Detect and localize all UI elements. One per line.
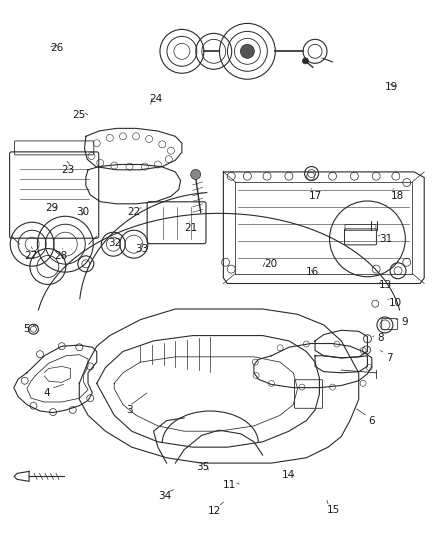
Text: 31: 31	[379, 234, 392, 244]
Text: 5: 5	[24, 324, 30, 334]
Text: 19: 19	[385, 82, 398, 92]
Text: 12: 12	[208, 506, 221, 516]
Text: 24: 24	[149, 94, 162, 104]
Text: 32: 32	[109, 238, 122, 248]
Text: 33: 33	[134, 245, 148, 254]
Text: 26: 26	[50, 43, 63, 53]
Text: 21: 21	[184, 223, 197, 233]
Text: 13: 13	[379, 280, 392, 290]
Text: 22: 22	[127, 207, 141, 217]
Text: 16: 16	[306, 267, 319, 277]
Circle shape	[191, 169, 201, 180]
Text: 14: 14	[282, 470, 296, 480]
Text: 20: 20	[264, 259, 277, 269]
Text: 17: 17	[308, 191, 321, 201]
Circle shape	[240, 44, 254, 58]
Text: 23: 23	[62, 165, 75, 175]
Text: 25: 25	[73, 110, 86, 120]
Text: 6: 6	[368, 416, 375, 425]
Text: 29: 29	[46, 203, 59, 213]
Circle shape	[303, 58, 308, 64]
Text: 34: 34	[158, 491, 171, 501]
Text: 4: 4	[43, 388, 50, 398]
Text: 15: 15	[327, 505, 340, 515]
Text: 8: 8	[377, 333, 384, 343]
Text: 35: 35	[196, 462, 209, 472]
Text: 7: 7	[386, 353, 392, 363]
Text: 30: 30	[76, 207, 89, 217]
Text: 18: 18	[391, 191, 404, 201]
Text: 3: 3	[126, 405, 133, 415]
Text: 28: 28	[54, 251, 67, 261]
Text: 9: 9	[401, 317, 408, 327]
Text: 11: 11	[223, 480, 237, 490]
Text: 10: 10	[389, 297, 403, 308]
Text: 27: 27	[24, 251, 37, 261]
